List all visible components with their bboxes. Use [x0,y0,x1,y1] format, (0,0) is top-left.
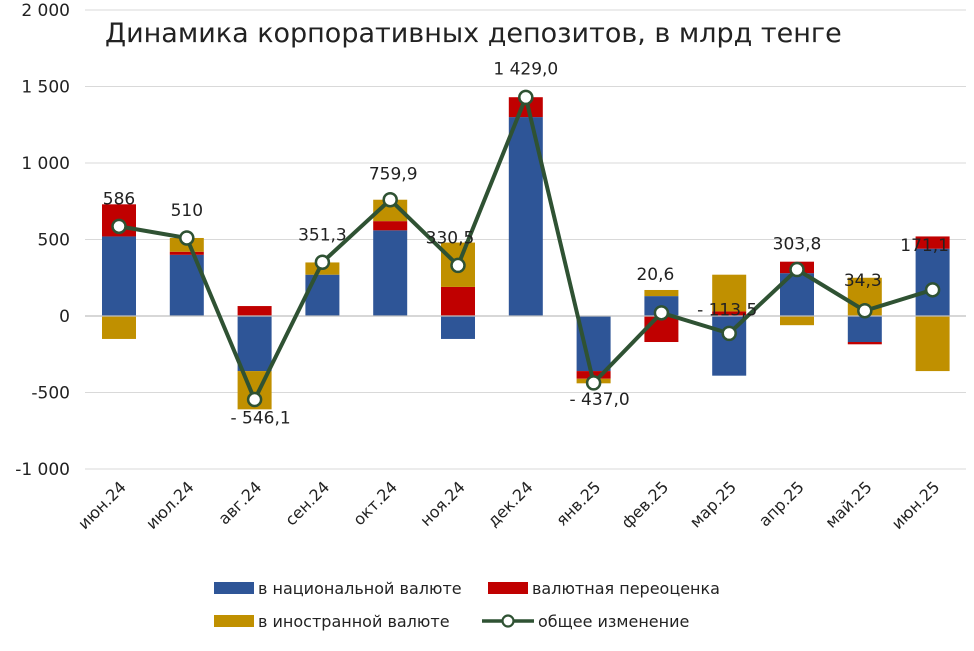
x-tick-label: дек.24 [484,477,537,530]
legend-label: в иностранной валюте [258,612,450,631]
x-tick-label: июн.25 [888,477,944,533]
bar-segment [441,286,475,316]
x-axis-ticks: июн.24 июл.24 авг.24 сен.24 окт.24 ноя.24 дек.… [74,477,943,533]
bar-segment [508,97,543,118]
legend-swatch [488,582,528,594]
legend-swatch [214,615,254,627]
data-label: - 113,5 [697,300,757,320]
bar-segment [441,316,475,339]
bar-segment [644,289,679,297]
legend-swatch [214,582,254,594]
x-tick-label: мар.25 [686,477,740,531]
x-tick-label: июн.24 [74,477,130,533]
x-tick-label: сен.24 [281,477,333,529]
bar-segment [102,316,136,339]
bar-segment [237,316,272,372]
data-label: 171,1 [900,236,949,256]
bar-segment [847,342,882,345]
line-marker [314,254,331,271]
line-marker [585,375,602,391]
y-tick-label: 500 [38,231,70,251]
y-tick-label: 0 [59,307,70,327]
y-tick-label: 1 500 [21,78,70,98]
y-tick-label: 2 000 [21,1,70,21]
line-marker [450,257,466,274]
data-labels: 586 510 - 546,1 351,3 759,9 330,5 1 429,0 - 437… [103,59,949,428]
x-tick-label: авг.24 [214,477,265,528]
line-marker [518,89,534,106]
bar-segment [102,236,136,316]
line-marker [179,230,195,246]
bar-segment [712,316,747,376]
data-label: 34,3 [844,271,882,291]
line-marker [924,282,941,298]
bar-segment [847,316,882,343]
bar-segment [780,316,814,326]
y-axis-ticks: 2 000 1 500 1 000 500 0 -500 -1 000 [15,1,70,480]
bar-segment [305,274,340,316]
x-tick-label: июл.24 [142,477,198,533]
data-label: 330,5 [426,228,475,248]
chart-title: Динамика корпоративных депозитов, в млрд… [105,18,842,49]
x-tick-label: ноя.24 [416,477,469,530]
legend: в национальной валюте валютная переоценка… [214,579,720,631]
data-label: 586 [103,189,135,209]
data-label: 759,9 [369,165,418,185]
y-tick-label: -1 000 [15,460,70,480]
bar-segment [712,274,747,312]
legend-marker [501,614,515,628]
bars [102,97,950,410]
data-label: 303,8 [773,235,822,255]
line-marker [789,261,805,278]
line-marker [246,391,263,408]
data-label: 20,6 [636,265,674,285]
legend-label: в национальной валюте [258,579,462,598]
bar-segment [373,221,408,231]
legend-label: общее изменение [538,612,689,631]
x-tick-label: фев.25 [617,477,672,532]
legend-label: валютная переоценка [532,579,720,598]
bar-segment [373,230,408,316]
line-marker [382,191,398,208]
total-line [111,89,941,408]
bar-segment [712,311,747,316]
data-label: - 546,1 [230,409,290,429]
data-label: 510 [171,201,203,221]
line-marker [111,218,127,235]
line-marker [721,325,737,342]
bar-segment [237,306,272,316]
x-tick-label: апр.25 [755,477,808,530]
bar-segment [169,251,204,255]
x-tick-label: янв.25 [552,477,604,529]
data-label: 1 429,0 [493,59,558,79]
y-tick-label: 1 000 [21,154,70,174]
bar-segment [915,236,950,249]
line-marker [857,303,873,319]
x-tick-label: май.25 [821,477,875,531]
line-marker [653,305,670,321]
data-label: - 437,0 [569,390,629,410]
y-tick-label: -500 [31,384,70,404]
x-tick-label: окт.24 [349,477,401,529]
bar-segment [915,316,950,372]
data-label: 351,3 [298,225,347,245]
